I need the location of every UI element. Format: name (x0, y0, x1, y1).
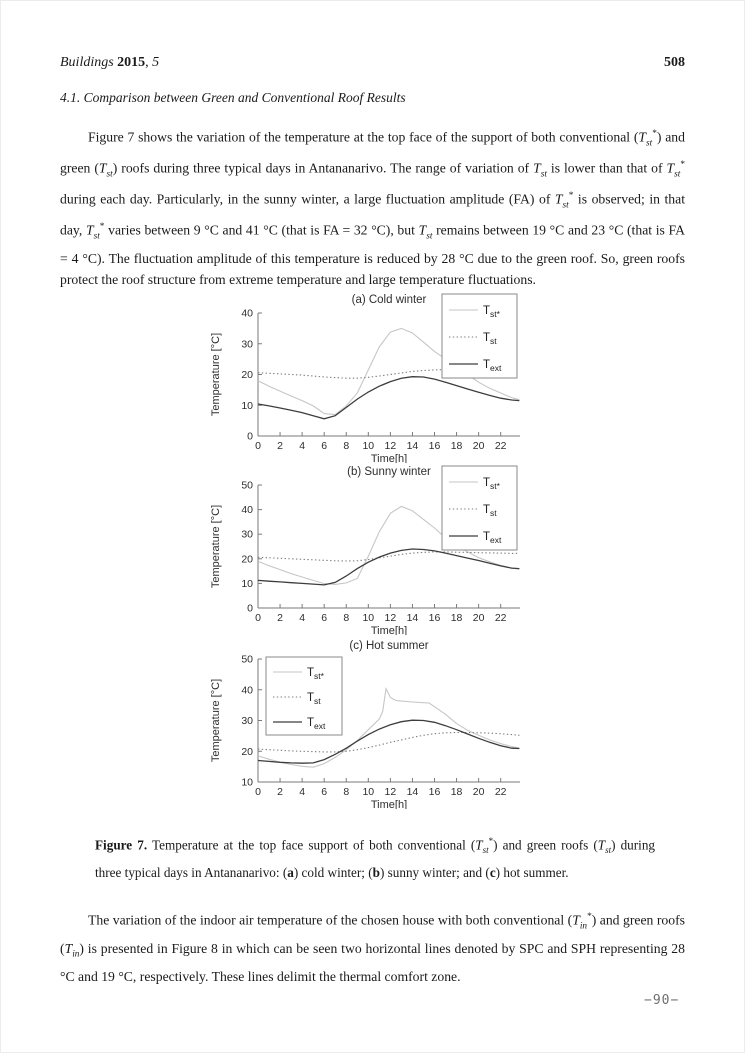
x-tick-label: 10 (362, 440, 374, 452)
legend-box (441, 465, 518, 551)
x-axis-label: Time[h] (371, 799, 407, 809)
legend-label-Tst*: Tst* (483, 305, 501, 319)
x-tick-label: 18 (451, 440, 463, 452)
chart-title: (b) Sunny winter (347, 466, 431, 478)
x-tick-label: 22 (495, 786, 507, 798)
x-tick-label: 20 (473, 786, 485, 798)
x-tick-label: 0 (255, 612, 261, 624)
x-tick-label: 14 (407, 786, 419, 798)
y-tick-label: 0 (247, 603, 253, 615)
y-tick-label: 20 (241, 369, 253, 381)
legend-box (441, 293, 518, 379)
chart-sunny-winter: 0 10 20 30 40 50 0 2 4 6 8 10 12 14 16 18 20 22 (b) Sunny … (206, 461, 542, 635)
x-tick-label: 12 (385, 612, 397, 624)
y-tick-label: 20 (241, 746, 253, 758)
chart-hot-summer: 10 20 30 40 50 0 2 4 6 8 10 12 14 16 18 20 22 (c) Hot sum… (206, 635, 542, 809)
y-axis-label: Temperature [°C] (210, 679, 222, 762)
y-tick-label: 30 (241, 529, 253, 541)
x-tick-label: 2 (277, 440, 283, 452)
x-tick-label: 4 (299, 612, 305, 624)
legend-label-Tst: Tst (307, 692, 321, 706)
chart-title: (a) Cold winter (352, 294, 427, 306)
footer-page-number: −90− (644, 993, 680, 1008)
legend-label-Text: Text (483, 359, 502, 373)
chart-svg: 10 20 30 40 50 0 2 4 6 8 10 12 14 16 18 20 22 (c) Hot sum… (210, 640, 520, 809)
page-header: Buildings 2015, 5 508 (60, 55, 685, 71)
y-tick-label: 20 (241, 553, 253, 565)
x-tick-label: 4 (299, 440, 305, 452)
x-tick-label: 8 (343, 612, 349, 624)
legend-box (265, 656, 343, 736)
x-tick-label: 20 (473, 440, 485, 452)
series-line-Text (257, 548, 520, 586)
header-page-number: 508 (664, 55, 685, 70)
x-tick-label: 0 (255, 440, 261, 452)
y-tick-label: 40 (241, 308, 253, 320)
y-tick-label: 0 (247, 431, 253, 443)
chart-svg: 0 10 20 30 40 50 0 2 4 6 8 10 12 14 16 18 20 22 (b) Sunny … (210, 465, 520, 635)
x-tick-label: 22 (495, 612, 507, 624)
x-tick-label: 18 (451, 612, 463, 624)
x-tick-label: 22 (495, 440, 507, 452)
journal-title: Buildings 2015, 5 (60, 55, 160, 70)
x-axis-label: Time[h] (371, 625, 407, 635)
series-line-Tst* (257, 687, 520, 768)
legend-label-Tst*: Tst* (483, 477, 501, 491)
y-tick-label: 10 (241, 400, 253, 412)
x-tick-label: 12 (385, 440, 397, 452)
x-tick-label: 16 (429, 786, 441, 798)
y-tick-label: 10 (241, 777, 253, 789)
body-paragraph-2: The variation of the indoor air temperat… (60, 912, 685, 985)
x-tick-label: 8 (343, 440, 349, 452)
x-tick-label: 12 (385, 786, 397, 798)
y-axis-label: Temperature [°C] (210, 333, 222, 416)
legend-label-Text: Text (483, 531, 502, 545)
y-tick-label: 30 (241, 338, 253, 350)
series-line-Tst (257, 731, 520, 753)
y-tick-label: 30 (241, 715, 253, 727)
x-tick-label: 6 (321, 612, 327, 624)
x-tick-label: 2 (277, 612, 283, 624)
body-paragraph-1: Figure 7 shows the variation of the temp… (60, 129, 686, 288)
figure-caption: Figure 7. Temperature at the top face su… (95, 836, 656, 880)
series-line-Tst* (257, 505, 520, 585)
legend-label-Tst: Tst (483, 504, 497, 518)
x-axis-label: Time[h] (371, 453, 407, 463)
y-tick-label: 10 (241, 578, 253, 590)
chart-title: (c) Hot summer (349, 640, 428, 652)
y-tick-label: 40 (241, 684, 253, 696)
chart-cold-winter: 0 10 20 30 40 0 2 4 6 8 10 12 14 16 18 20 22 (a) Cold win… (206, 289, 542, 463)
x-tick-label: 10 (362, 612, 374, 624)
x-tick-label: 14 (407, 612, 419, 624)
y-tick-label: 50 (241, 480, 253, 492)
x-tick-label: 20 (473, 612, 485, 624)
x-tick-label: 0 (255, 786, 261, 798)
x-tick-label: 10 (362, 786, 374, 798)
x-tick-label: 4 (299, 786, 305, 798)
x-tick-label: 18 (451, 786, 463, 798)
y-tick-label: 40 (241, 504, 253, 516)
series-line-Text (257, 376, 520, 420)
section-heading: 4.1. Comparison between Green and Conven… (60, 90, 406, 105)
x-tick-label: 14 (407, 440, 419, 452)
legend-label-Tst: Tst (483, 332, 497, 346)
x-tick-label: 6 (321, 440, 327, 452)
legend-label-Text: Text (307, 717, 326, 731)
chart-svg: 0 10 20 30 40 0 2 4 6 8 10 12 14 16 18 20 22 (a) Cold win… (210, 293, 520, 463)
x-tick-label: 16 (429, 440, 441, 452)
series-line-Text (257, 719, 520, 764)
series-line-Tst (257, 551, 520, 562)
y-tick-label: 50 (241, 654, 253, 666)
x-tick-label: 6 (321, 786, 327, 798)
series-line-Tst* (257, 327, 520, 416)
x-tick-label: 2 (277, 786, 283, 798)
x-tick-label: 8 (343, 786, 349, 798)
x-tick-label: 16 (429, 612, 441, 624)
y-axis-label: Temperature [°C] (210, 505, 222, 588)
legend-label-Tst*: Tst* (307, 667, 325, 681)
